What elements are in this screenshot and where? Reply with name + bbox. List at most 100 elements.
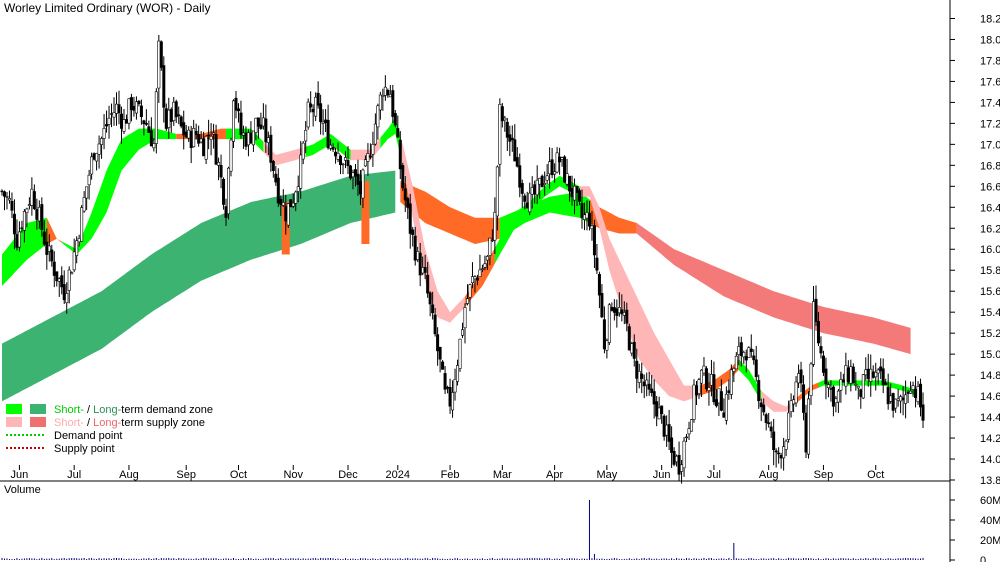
- candle-body: [184, 131, 188, 138]
- candle-body: [749, 348, 753, 352]
- candle-body: [884, 382, 888, 385]
- candle-body: [685, 436, 689, 439]
- candle-body: [916, 386, 920, 402]
- candle-body: [182, 122, 186, 136]
- candle-body: [889, 395, 893, 402]
- candle-body: [217, 162, 221, 166]
- candle-body: [861, 374, 865, 399]
- legend-entry-part: /: [84, 417, 93, 429]
- candle-body: [286, 203, 290, 226]
- candle-body: [919, 383, 923, 408]
- candle-body: [319, 103, 323, 123]
- candle-body: [418, 252, 422, 276]
- candle-body: [797, 373, 801, 384]
- candle-body: [137, 100, 141, 105]
- candle-body: [737, 346, 741, 355]
- candle-body: [727, 390, 731, 394]
- candle-body: [100, 138, 104, 145]
- candle-body: [413, 235, 417, 261]
- candle-body: [722, 412, 726, 418]
- candle-body: [595, 257, 599, 271]
- legend-entry-part: Long-: [93, 404, 121, 416]
- legend-swatch: [30, 404, 46, 414]
- candle-body: [742, 352, 746, 358]
- candle-body: [112, 112, 116, 118]
- candle-body: [10, 200, 14, 211]
- candle-body: [167, 109, 171, 128]
- candle-body: [5, 196, 9, 198]
- candle-body: [119, 113, 123, 129]
- candle-body: [376, 105, 380, 128]
- legend-entry-part: Short-: [54, 404, 84, 416]
- candle-body: [550, 159, 554, 176]
- candle-body: [256, 117, 260, 127]
- long-term-demand-zone: [2, 170, 396, 402]
- candle-body: [12, 213, 16, 235]
- candle-body: [438, 346, 442, 360]
- candle-body: [772, 431, 776, 451]
- candle-body: [388, 93, 392, 98]
- volume-tick-label: 0: [980, 555, 986, 562]
- y-tick-label: 15.2: [980, 328, 1000, 340]
- candle-body: [299, 154, 303, 189]
- candle-body: [107, 117, 111, 125]
- candle-body: [443, 373, 447, 390]
- candle-body: [159, 41, 163, 68]
- short-term-zone-segment-0: [2, 217, 47, 286]
- candle-body: [600, 293, 604, 318]
- y-tick-label: 14.2: [980, 433, 1000, 445]
- candle-body: [617, 307, 621, 314]
- candle-body: [456, 365, 460, 382]
- candle-body: [222, 178, 226, 205]
- candle-body: [448, 387, 452, 407]
- candle-body: [896, 398, 900, 401]
- candle-body: [47, 245, 51, 252]
- x-tick-label: Aug: [759, 469, 779, 481]
- candle-body: [680, 464, 684, 472]
- candle-body: [525, 202, 529, 209]
- short-term-zone-segment-9: [400, 135, 465, 323]
- candle-body: [615, 308, 619, 316]
- volume-tick-label: 40M: [980, 515, 1000, 527]
- candle-body: [667, 424, 671, 442]
- candle-body: [729, 369, 733, 395]
- candle-body: [451, 392, 455, 411]
- candle-body: [563, 156, 567, 183]
- candle-body: [640, 373, 644, 379]
- candle-body: [518, 165, 522, 188]
- candle-body: [802, 384, 806, 413]
- candle-body: [80, 207, 84, 242]
- candle-body: [844, 365, 848, 387]
- candle-body: [269, 134, 273, 163]
- candle-body: [744, 356, 748, 361]
- candle-body: [428, 292, 432, 305]
- candle-body: [304, 129, 308, 142]
- candle-body: [538, 177, 542, 185]
- candle-body: [906, 392, 910, 394]
- candle-body: [172, 101, 176, 121]
- y-tick-label: 18.2: [980, 13, 1000, 25]
- candle-body: [859, 389, 863, 397]
- y-tick-label: 17.2: [980, 118, 1000, 130]
- candle-body: [179, 116, 183, 127]
- candle-body: [164, 108, 168, 129]
- candle-body: [719, 391, 723, 411]
- candle-body: [483, 263, 487, 268]
- y-tick-label: 16.2: [980, 223, 1000, 235]
- candle-body: [461, 329, 465, 336]
- candle-body: [219, 165, 223, 178]
- candle-body: [436, 334, 440, 352]
- x-tick-label: Sep: [176, 469, 196, 481]
- candle-body: [645, 379, 649, 386]
- candle-body: [110, 113, 114, 115]
- candle-body: [555, 152, 559, 173]
- candle-body: [655, 401, 659, 417]
- y-tick-label: 17.4: [980, 97, 1000, 109]
- volume-tick-label: 60M: [980, 495, 1000, 507]
- candle-body: [752, 355, 756, 361]
- candle-body: [864, 369, 868, 376]
- candle-body: [911, 385, 915, 390]
- candle-body: [401, 165, 405, 189]
- candle-body: [296, 186, 300, 192]
- y-tick-label: 14.6: [980, 391, 1000, 403]
